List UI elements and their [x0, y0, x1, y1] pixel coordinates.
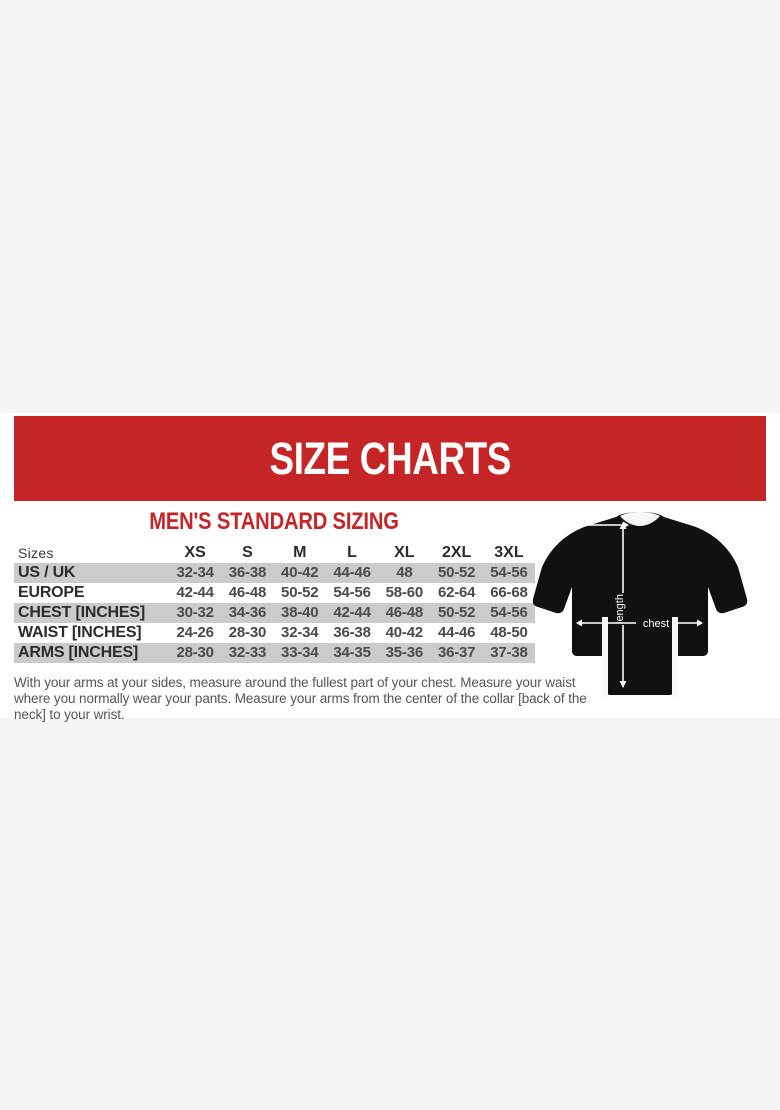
size-table: Sizes XS S M L XL 2XL 3XL US / UK 32-34 … [14, 543, 536, 663]
cell: 46-48 [378, 603, 431, 623]
table-row: ARMS [INCHES] 28-30 32-33 33-34 34-35 35… [14, 643, 536, 663]
row-label-chest: CHEST [INCHES] [14, 603, 169, 623]
column-header-xs: XS [184, 544, 206, 561]
column-header-2xl: 2XL [441, 544, 472, 561]
table-row: US / UK 32-34 36-38 40-42 44-46 48 50-52… [14, 563, 536, 583]
cell: 44-46 [437, 624, 476, 641]
cell: 44-46 [325, 563, 379, 583]
cell: 54-56 [333, 584, 371, 601]
section-subtitle: MEN'S STANDARD SIZING [149, 508, 399, 535]
cell: 42-44 [176, 584, 214, 601]
cell: 62-64 [437, 584, 476, 601]
row-label-waist: WAIST [INCHES] [18, 624, 142, 641]
cell: 34-36 [221, 603, 274, 623]
cell: 48 [378, 563, 431, 583]
chest-measurement: chest [576, 618, 703, 630]
cell: 46-48 [228, 584, 267, 601]
cell: 54-56 [482, 563, 536, 583]
chest-label: chest [643, 618, 669, 630]
cell: 42-44 [325, 603, 379, 623]
cell: 32-33 [221, 643, 274, 663]
column-header-s: S [242, 544, 253, 561]
column-header-m: M [293, 544, 307, 561]
size-chart-card: SIZE CHARTS MEN'S STANDARD SIZING Sizes … [0, 413, 780, 722]
cell: 50-52 [430, 563, 483, 583]
row-label-europe: EUROPE [18, 584, 85, 601]
banner: SIZE CHARTS [14, 416, 766, 501]
cell: 36-38 [333, 624, 371, 641]
long-sleeve-shirt-icon: chest length [532, 512, 748, 697]
cell: 66-68 [490, 584, 528, 601]
shirt-silhouette [532, 512, 748, 697]
table-header: Sizes XS S M L XL 2XL 3XL [14, 543, 535, 563]
length-label: length [614, 594, 626, 624]
measuring-instructions: With your arms at your sides, measure ar… [14, 675, 587, 722]
garment-diagram: chest length [528, 505, 752, 705]
cell: 24-26 [176, 624, 214, 641]
cell: 40-42 [385, 624, 424, 641]
cell: 48-50 [490, 624, 528, 641]
column-header-xl: XL [394, 544, 415, 561]
table-row: CHEST [INCHES] 30-32 34-36 38-40 42-44 4… [14, 603, 536, 623]
row-label-arms: ARMS [INCHES] [14, 643, 169, 663]
cell: 28-30 [169, 643, 222, 663]
cell: 30-32 [169, 603, 222, 623]
row-label-us-uk: US / UK [14, 563, 169, 583]
cell: 38-40 [273, 603, 326, 623]
cell: 50-52 [430, 603, 483, 623]
table-body: US / UK 32-34 36-38 40-42 44-46 48 50-52… [14, 563, 536, 663]
cell: 36-38 [221, 563, 274, 583]
cell: 33-34 [273, 643, 326, 663]
table-row: EUROPE 42-44 46-48 50-52 54-56 58-60 62-… [14, 583, 535, 603]
table-row: WAIST [INCHES] 24-26 28-30 32-34 36-38 4… [14, 623, 535, 643]
table-header-row: Sizes XS S M L XL 2XL 3XL [14, 543, 535, 563]
cell: 50-52 [281, 584, 319, 601]
cell: 32-34 [169, 563, 222, 583]
page-title: SIZE CHARTS [269, 433, 511, 484]
cell: 36-37 [430, 643, 483, 663]
cell: 28-30 [228, 624, 267, 641]
cell: 34-35 [325, 643, 379, 663]
cell: 32-34 [281, 624, 319, 641]
column-header-l: L [347, 544, 357, 561]
column-header-3xl: 3XL [494, 544, 524, 561]
cell: 40-42 [273, 563, 326, 583]
table-header-sizes: Sizes [18, 545, 54, 561]
cell: 54-56 [482, 603, 536, 623]
cell: 37-38 [482, 643, 536, 663]
cell: 58-60 [385, 584, 424, 601]
length-measurement: length [555, 521, 629, 688]
cell: 35-36 [378, 643, 431, 663]
